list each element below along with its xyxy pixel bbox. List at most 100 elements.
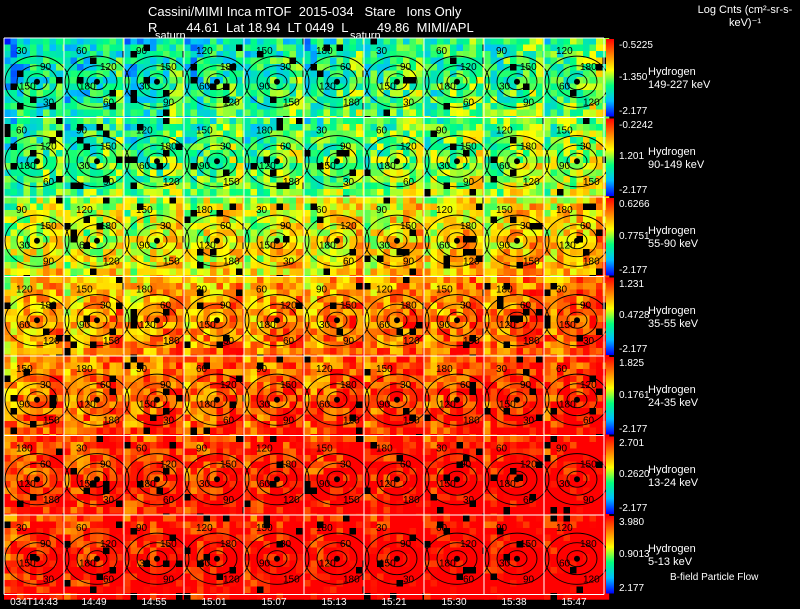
contour-label: 90 — [319, 479, 331, 490]
contour-label: 180 — [523, 336, 540, 347]
center-dot — [34, 237, 40, 244]
contour-label: 150 — [316, 443, 333, 454]
contour-label: 90 — [199, 161, 211, 172]
contour-line — [26, 73, 48, 91]
contour-line — [206, 232, 228, 250]
contour-line — [136, 303, 178, 337]
contour-line — [506, 311, 528, 329]
contour-label: 180 — [163, 336, 180, 347]
contour-label: 90 — [100, 459, 112, 470]
contour-label: 30 — [100, 300, 112, 311]
contour-line — [16, 383, 58, 417]
contour-line — [424, 214, 490, 267]
contour-line — [446, 232, 468, 250]
contour-line — [304, 453, 370, 506]
contour-line — [266, 311, 288, 329]
band-energy: 24-35 keV — [648, 397, 699, 409]
contour-label: 150 — [76, 284, 93, 295]
contour-label: 30 — [376, 523, 388, 534]
contour-label: 90 — [136, 523, 148, 534]
contour-line — [386, 152, 408, 170]
contour-label: 150 — [319, 161, 336, 172]
center-dot — [454, 78, 460, 85]
contour-label: 120 — [556, 46, 573, 57]
center-dot — [274, 555, 280, 562]
contour-line — [364, 532, 430, 585]
contour-label: 60 — [100, 380, 112, 391]
center-dot — [514, 476, 520, 483]
contour-label: 90 — [400, 62, 412, 73]
contour-label: 90 — [343, 336, 355, 347]
contour-label: 90 — [400, 539, 412, 550]
center-dot — [334, 476, 340, 483]
contour-label: 180 — [400, 300, 417, 311]
contour-label: 120 — [439, 400, 456, 411]
contour-line — [86, 391, 108, 409]
contour-label: 90 — [43, 257, 55, 268]
contour-label: 30 — [76, 443, 88, 454]
contour-label: 60 — [496, 443, 508, 454]
center-dot — [214, 396, 220, 403]
contour-label: 120 — [559, 241, 576, 252]
contour-label: 30 — [379, 241, 391, 252]
contour-label: 180 — [556, 205, 573, 216]
contour-line — [506, 73, 528, 91]
contour-line — [506, 152, 528, 170]
contour-label: 120 — [499, 320, 516, 331]
contour-line — [484, 294, 550, 347]
contour-line — [184, 55, 250, 108]
contour-label: 30 — [400, 380, 412, 391]
contour-label: 180 — [43, 495, 60, 506]
center-dot — [514, 317, 520, 324]
contour-line — [146, 311, 168, 329]
center-dot — [34, 78, 40, 85]
contour-line — [244, 135, 310, 188]
contour-line — [256, 383, 298, 417]
contour-line — [496, 383, 538, 417]
band-energy: 55-90 keV — [648, 238, 699, 250]
contour-line — [304, 373, 370, 426]
contour-label: 90 — [256, 364, 268, 375]
contour-label: 90 — [583, 495, 595, 506]
contour-label: 150 — [439, 479, 456, 490]
contour-label: 120 — [16, 284, 33, 295]
contour-line — [326, 152, 348, 170]
band-label: Hydrogen 90-149 keV — [648, 146, 798, 172]
contour-label: 180 — [436, 364, 453, 375]
contour-label: 180 — [220, 539, 237, 550]
contour-label: 180 — [196, 205, 213, 216]
contour-label: 150 — [256, 523, 273, 534]
contour-label: 30 — [556, 284, 568, 295]
contour-label: 30 — [43, 575, 55, 586]
center-dot — [94, 476, 100, 483]
contour-line — [4, 214, 70, 267]
contour-label: 60 — [439, 241, 451, 252]
center-dot — [154, 476, 160, 483]
band-species: Hydrogen — [648, 304, 696, 317]
contour-label: 60 — [556, 364, 568, 375]
contour-label: 120 — [520, 459, 537, 470]
contour-label: 90 — [259, 82, 271, 93]
contour-label: 90 — [496, 46, 508, 57]
contour-label: 150 — [556, 125, 573, 136]
contour-label: 90 — [463, 177, 475, 188]
contour-label: 180 — [499, 479, 516, 490]
colorbar — [606, 357, 614, 435]
contour-label: 90 — [520, 380, 532, 391]
contour-line — [436, 383, 478, 417]
contour-label: 60 — [463, 98, 475, 109]
contour-label: 30 — [580, 141, 592, 152]
contour-label: 30 — [196, 284, 208, 295]
center-dot — [574, 78, 580, 85]
center-dot — [574, 555, 580, 562]
contour-line — [506, 391, 528, 409]
contour-label: 30 — [403, 98, 415, 109]
contour-line — [386, 391, 408, 409]
contour-label: 60 — [583, 416, 595, 427]
center-dot — [334, 317, 340, 324]
contour-line — [76, 65, 118, 99]
contour-label: 60 — [136, 443, 148, 454]
contour-line — [206, 73, 228, 91]
contour-label: 90 — [436, 125, 448, 136]
contour-line — [136, 542, 178, 576]
